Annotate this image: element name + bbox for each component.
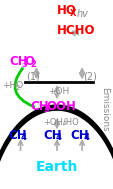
Text: (1): (1) [26, 72, 40, 81]
Text: 4: 4 [55, 133, 61, 143]
Text: Earth: Earth [35, 160, 78, 174]
Text: Emissions: Emissions [100, 87, 108, 132]
Text: +OH: +OH [47, 87, 68, 96]
Text: HO: HO [56, 4, 76, 17]
Text: +HO: +HO [2, 81, 23, 91]
Text: 4: 4 [20, 133, 26, 143]
Text: 3: 3 [43, 105, 49, 114]
Text: CH: CH [43, 129, 61, 142]
Text: hv: hv [76, 9, 87, 19]
Text: +OH/HO: +OH/HO [43, 117, 78, 126]
Text: (2): (2) [82, 72, 96, 81]
Text: CH: CH [9, 55, 27, 68]
Text: CH: CH [70, 129, 88, 142]
Text: 2: 2 [62, 121, 66, 126]
Text: 2: 2 [30, 60, 36, 69]
Text: X: X [69, 9, 76, 18]
Text: 4: 4 [82, 133, 88, 143]
Text: 3: 3 [21, 60, 27, 69]
Text: CH: CH [31, 100, 49, 113]
FancyArrowPatch shape [15, 69, 34, 107]
Text: HCHO: HCHO [56, 24, 95, 37]
Text: O: O [24, 55, 34, 68]
Text: 2: 2 [15, 85, 20, 91]
Text: OOH: OOH [46, 100, 75, 113]
Text: CH: CH [8, 129, 26, 142]
